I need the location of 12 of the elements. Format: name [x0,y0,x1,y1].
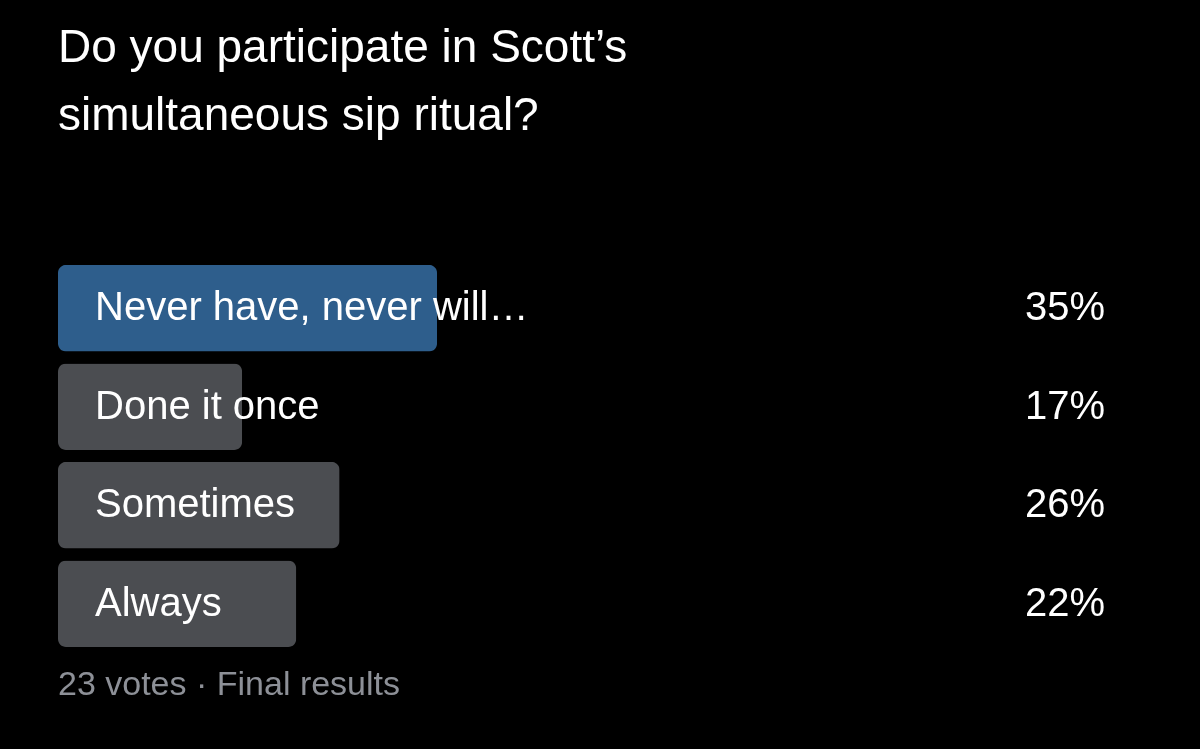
y-tick-label: Always [95,579,222,624]
y-tick-label: Never have, never will… [95,284,529,329]
data-label: 22% [1024,579,1105,624]
data-label: 17% [1024,382,1105,427]
bar [58,560,297,648]
text: 23 votes · Final results [58,664,401,703]
bar [58,461,340,549]
chart-title: Do you participate in Scott’s simultaneous sip ritual? [58,19,629,142]
y-tick-label: Sometimes [95,481,296,526]
data-label: 26% [1024,481,1105,526]
data-label: 35% [1024,284,1105,329]
y-tick-label: Done it once [95,382,320,427]
